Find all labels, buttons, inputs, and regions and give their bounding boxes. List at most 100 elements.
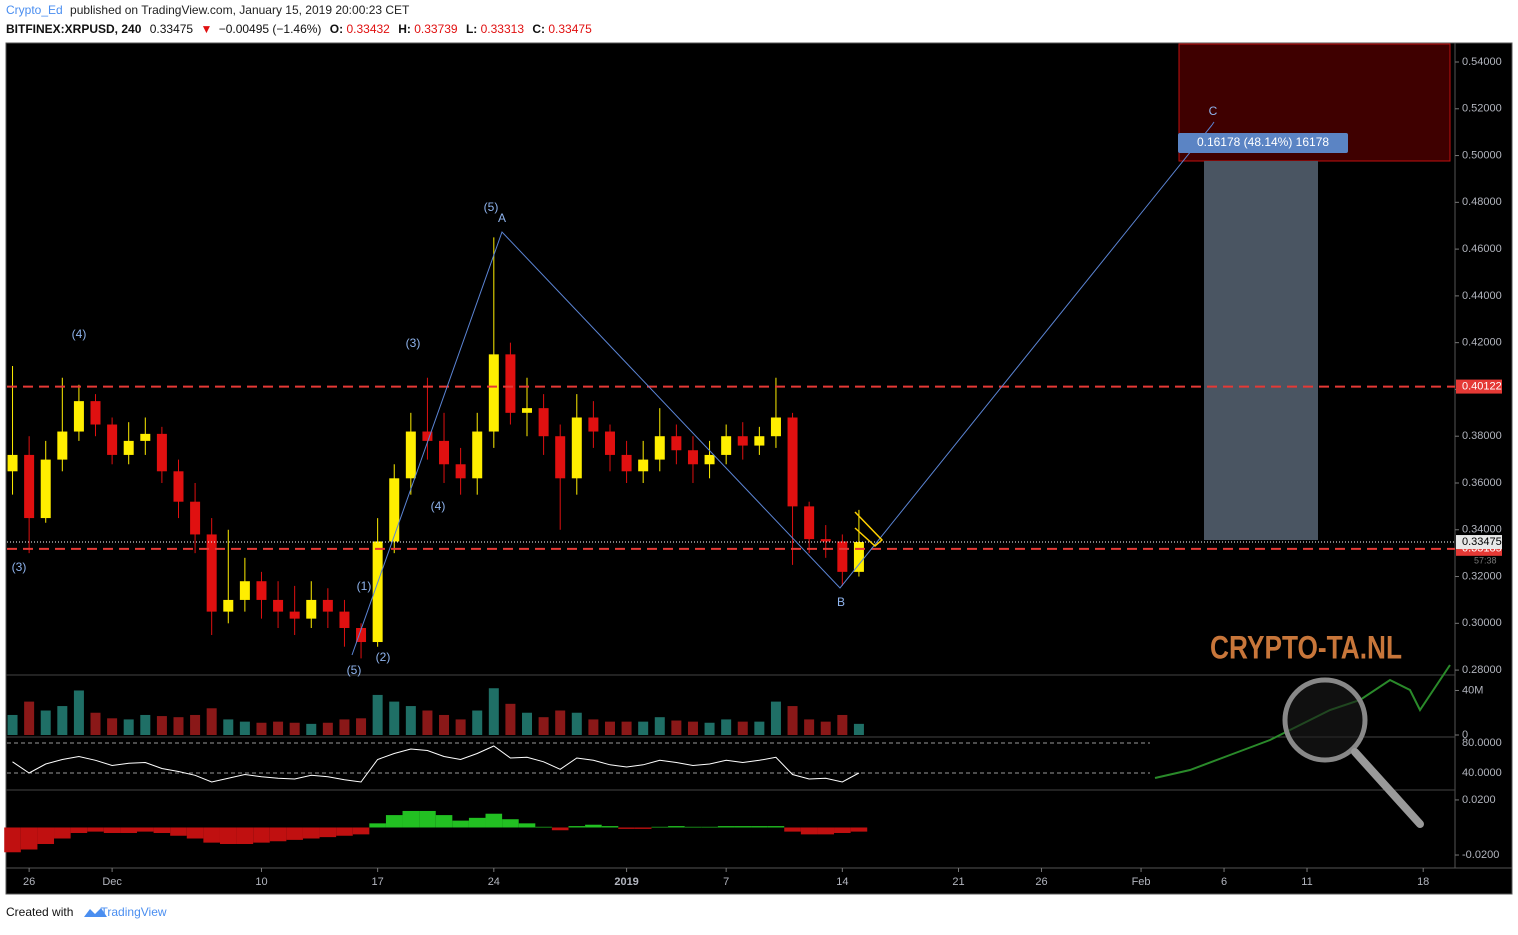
macd-tick-label: -0.0200 [1462, 849, 1499, 861]
countdown: 57:38 [1474, 555, 1497, 565]
candle-body [472, 431, 483, 479]
volume-bar [472, 710, 483, 735]
macd-bar [734, 826, 752, 828]
magnifier-lens [1282, 677, 1368, 763]
y-tick-label: 0.36000 [1462, 477, 1502, 489]
volume-bar [638, 721, 649, 735]
x-tick-label: 6 [1221, 876, 1227, 888]
wave-projection-end [1211, 121, 1215, 126]
x-tick-label: 7 [723, 876, 729, 888]
volume-bar [555, 710, 566, 735]
candle-body [223, 599, 234, 612]
macd-bar [136, 827, 154, 832]
macd-bar [236, 827, 254, 845]
wave-label: (2) [376, 650, 391, 664]
candle-body [306, 599, 317, 619]
volume-bar [671, 720, 682, 735]
macd-bar [153, 827, 171, 833]
macd-bar [219, 827, 237, 845]
macd-bar [352, 827, 370, 835]
close-value: 0.33475 [548, 22, 592, 36]
candle-body [687, 450, 698, 465]
x-tick-label: 18 [1417, 876, 1429, 888]
x-tick-label: 17 [372, 876, 384, 888]
volume-bar [239, 721, 250, 735]
macd-bar [767, 826, 785, 828]
volume-bar [107, 718, 118, 735]
macd-bar [4, 827, 21, 853]
candle-body [671, 436, 682, 451]
candle-body [273, 599, 284, 612]
candle-body [588, 417, 599, 432]
volume-tick-label: 40M [1462, 684, 1483, 696]
candle-body [737, 436, 748, 446]
volume-bar [57, 706, 68, 735]
candle-body [654, 436, 665, 460]
macd-bar [468, 817, 486, 828]
macd-bar [684, 826, 702, 828]
candle-body [522, 408, 533, 413]
macd-bar [402, 810, 420, 828]
x-tick-label: 11 [1301, 876, 1312, 888]
y-tick-label: 0.32000 [1462, 570, 1502, 582]
candle-body [123, 440, 134, 455]
volume-bar [389, 701, 400, 735]
macd-bar [385, 815, 403, 828]
magnifier-handle [1351, 748, 1424, 828]
open-label: O: [330, 22, 343, 36]
flag-pattern [854, 511, 884, 547]
macd-bar [651, 826, 669, 828]
volume-bar [820, 721, 831, 735]
wave-projection [351, 124, 1213, 656]
volume-bar [339, 719, 350, 735]
low-label: L: [466, 22, 477, 36]
volume-bar [40, 710, 51, 735]
macd-bar [37, 827, 55, 845]
candle-body [455, 464, 466, 479]
price-badge [1456, 535, 1502, 550]
volume-bar [422, 710, 433, 735]
candle-body [7, 454, 18, 472]
candle-body [754, 436, 765, 446]
volume-bar [853, 723, 864, 735]
volume-bar [256, 722, 267, 735]
wave-label: (5) [347, 663, 362, 677]
target-label-box [1178, 133, 1348, 153]
volume-bar [73, 690, 84, 735]
price-badge [1456, 379, 1502, 394]
candle-body [24, 454, 35, 519]
macd-bar [170, 827, 187, 836]
change: −0.00495 (−1.46%) [219, 22, 322, 36]
wave-label: (3) [406, 336, 421, 350]
macd-bar [717, 826, 735, 828]
macd-bar [601, 826, 619, 828]
volume-bar [206, 708, 217, 735]
macd-bar [336, 827, 353, 836]
brand[interactable]: TradingView [101, 905, 167, 919]
y-tick-label: 0.34000 [1462, 524, 1502, 536]
candle-body [638, 459, 649, 472]
candle-body [621, 454, 632, 472]
y-tick-label: 0.30000 [1462, 617, 1502, 629]
candle-body [538, 408, 549, 437]
candle-body [339, 611, 350, 628]
volume-bar [223, 719, 234, 735]
macd-bar [800, 827, 818, 835]
candle-body [239, 581, 250, 600]
published: published on TradingView.com, January 15… [70, 3, 410, 17]
wave-label: (4) [72, 327, 87, 341]
x-tick-label: Dec [102, 876, 122, 888]
candle-body [57, 431, 68, 460]
x-tick-label: 26 [23, 876, 35, 888]
volume-bar [721, 719, 732, 735]
y-tick-label: 0.52000 [1462, 103, 1502, 115]
x-tick-label: Feb [1132, 876, 1151, 888]
volume-bar [140, 714, 151, 735]
macd-bar [419, 810, 436, 828]
author[interactable]: Crypto_Ed [6, 3, 63, 17]
volume-bar [439, 714, 450, 735]
volume-bar [24, 701, 35, 735]
macd-bar [286, 827, 303, 840]
candle-body [206, 534, 217, 612]
